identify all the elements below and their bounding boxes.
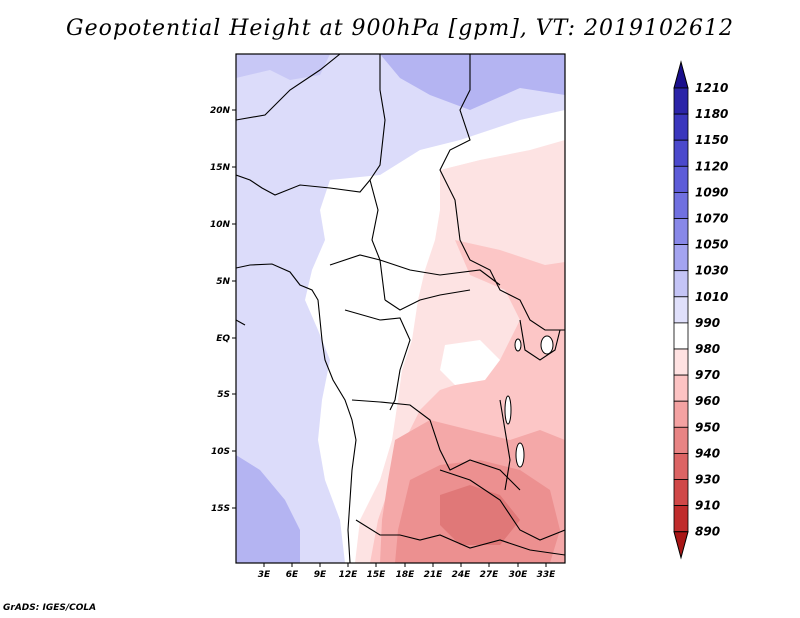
map-frame — [235, 53, 566, 564]
colorbar-bin — [673, 87, 689, 115]
field-1050-north — [380, 54, 565, 110]
colorbar-label: 960 — [695, 394, 720, 408]
lat-labels: 20N 15N 10N 5N EQ 5S 10S 15S — [210, 106, 231, 514]
lon-label: 30E — [509, 570, 529, 580]
colorbar-bin — [673, 244, 689, 272]
colorbar-label: 1210 — [695, 81, 728, 95]
colorbar-bin — [673, 400, 689, 428]
lat-label: 5S — [217, 390, 230, 400]
chart-title: Geopotential Height at 900hPa [gpm], VT:… — [66, 16, 734, 41]
colorbar-label: 1030 — [695, 264, 728, 278]
field-1030-northwest — [236, 54, 330, 80]
lon-label: 24E — [452, 570, 472, 580]
colorbar-bin — [673, 452, 689, 480]
field-990-bubble — [440, 340, 500, 385]
lat-label: 10S — [211, 447, 230, 457]
colorbar-label: 1150 — [695, 133, 728, 147]
lon-label: 6E — [286, 570, 299, 580]
colorbar-bin — [673, 426, 689, 454]
colorbar-bin — [673, 296, 689, 324]
colorbar-bin — [673, 139, 689, 167]
colorbar-label: 1090 — [695, 185, 728, 199]
field-1050-southwest — [236, 455, 300, 563]
colorbar-bin — [673, 218, 689, 246]
colorbar-bin — [673, 191, 689, 219]
colorbar-bin — [673, 113, 689, 141]
colorbar-arrow-top — [673, 60, 689, 89]
lon-label: 27E — [480, 570, 500, 580]
lat-label: 15S — [211, 504, 230, 514]
colorbar-label: 990 — [695, 316, 720, 330]
colorbar-bin — [673, 505, 689, 533]
lakes — [504, 335, 554, 468]
colorbar-bin — [673, 479, 689, 507]
lon-label: 33E — [537, 570, 557, 580]
lat-ticks — [232, 109, 236, 509]
colorbar-label: 980 — [695, 342, 720, 356]
colorbar-label: 970 — [695, 368, 720, 382]
colorbar-label: 940 — [695, 446, 720, 460]
colorbar-bin — [673, 165, 689, 193]
colorbar-label: 1050 — [695, 238, 728, 252]
map-panel — [236, 54, 565, 563]
colorbar-label: 1180 — [695, 107, 728, 121]
lon-label: 21E — [424, 570, 444, 580]
colorbar-arrow-bottom — [673, 531, 689, 560]
lon-label: 15E — [367, 570, 387, 580]
lat-label: 5N — [216, 277, 230, 287]
colorbar-bin — [673, 270, 689, 298]
colorbar-label: 1070 — [695, 212, 728, 226]
lat-label: 15N — [210, 163, 231, 173]
lat-label: EQ — [216, 334, 230, 344]
colorbar-bin — [673, 348, 689, 376]
lat-label: 20N — [210, 106, 231, 116]
colorbar-label: 1120 — [695, 159, 728, 173]
credit-label: GrADS: IGES/COLA — [3, 603, 97, 613]
colorbar-label: 950 — [695, 420, 720, 434]
colorbar-label: 910 — [695, 499, 720, 513]
lon-label: 9E — [314, 570, 327, 580]
lon-label: 3E — [258, 570, 271, 580]
lon-label: 18E — [396, 570, 416, 580]
colorbar-label: 930 — [695, 473, 720, 487]
lon-label: 12E — [339, 570, 359, 580]
lat-label: 10N — [210, 220, 231, 230]
colorbar: 1210 1180 1150 1120 1090 1070 1050 1030 1010 990 9… — [673, 60, 728, 560]
coastlines-borders — [236, 54, 565, 563]
lon-ticks — [263, 563, 547, 567]
colorbar-label: 1010 — [695, 290, 728, 304]
colorbar-label: 890 — [695, 525, 720, 539]
lon-labels: 3E 6E 9E 12E 15E 18E 21E 24E 27E 30E 33E — [258, 570, 556, 580]
colorbar-bin — [673, 322, 689, 350]
colorbar-bin — [673, 374, 689, 402]
